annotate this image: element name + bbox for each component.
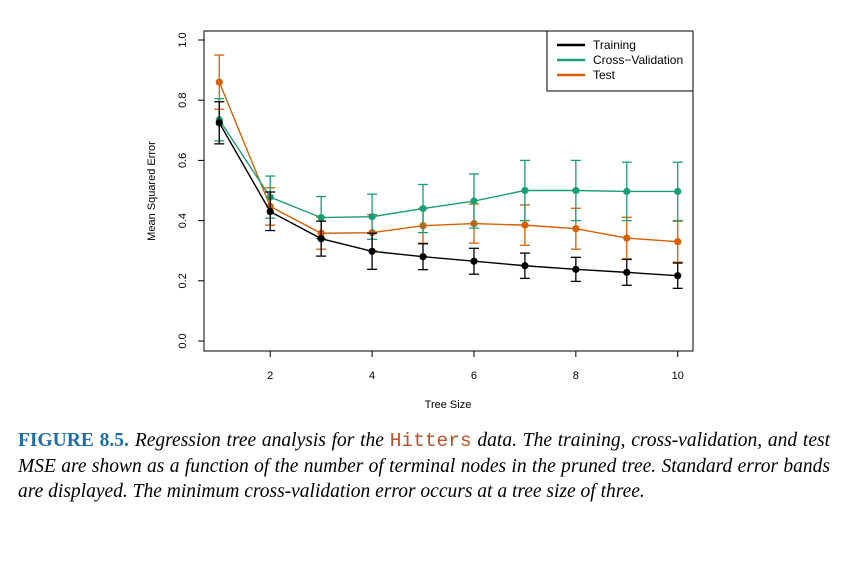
data-point [674,238,682,246]
caption-text-after: data. The training, cross-validation, an… [18,430,830,502]
legend-entry: Training [593,38,636,52]
data-point [521,186,529,195]
caption-text-before: Regression tree analysis for the [134,430,390,451]
data-point [368,213,376,221]
y-tick-label: 0.0 [177,333,189,348]
x-tick-label: 4 [369,370,375,382]
y-axis-label: Mean Squared Error [146,141,158,241]
y-tick-label: 0.6 [177,153,189,168]
y-tick-label: 0.8 [177,93,189,108]
data-point [623,234,631,242]
series-line [218,81,678,243]
x-tick-label: 2 [267,370,273,382]
y-tick-label: 1.0 [177,32,189,47]
x-axis-label: Tree Size [425,399,472,411]
data-point [623,268,631,276]
data-point [470,197,478,205]
data-point [572,265,580,273]
figure-caption: FIGURE 8.5. Regression tree analysis for … [18,428,830,504]
data-point [674,272,682,280]
series-1 [214,98,683,240]
data-point [368,247,376,255]
series-line [218,119,678,219]
plot-layer [214,54,683,289]
data-point [266,207,274,216]
x-tick-label: 8 [573,370,579,382]
data-point [419,253,427,261]
data-point [572,225,580,233]
x-tick-label: 6 [471,370,477,382]
caption-code: Hitters [389,430,472,452]
legend-entry: Test [593,68,616,82]
data-point [521,262,529,270]
data-point [674,187,682,196]
figure-label: FIGURE 8.5. [18,430,129,451]
plot-frame [203,30,694,352]
y-tick-label: 0.4 [177,213,189,228]
y-tick-label: 0.2 [177,273,189,288]
data-point [521,221,529,229]
data-point [215,78,223,86]
data-point [317,213,325,222]
legend-entry: Cross−Validation [593,53,683,67]
data-point [470,257,478,265]
data-point [419,204,427,213]
series-line [218,122,678,277]
data-point [572,186,580,195]
data-point [623,187,631,196]
series-0 [214,101,683,289]
data-point [215,119,223,127]
data-point [317,235,325,243]
x-tick-label: 10 [672,370,684,382]
